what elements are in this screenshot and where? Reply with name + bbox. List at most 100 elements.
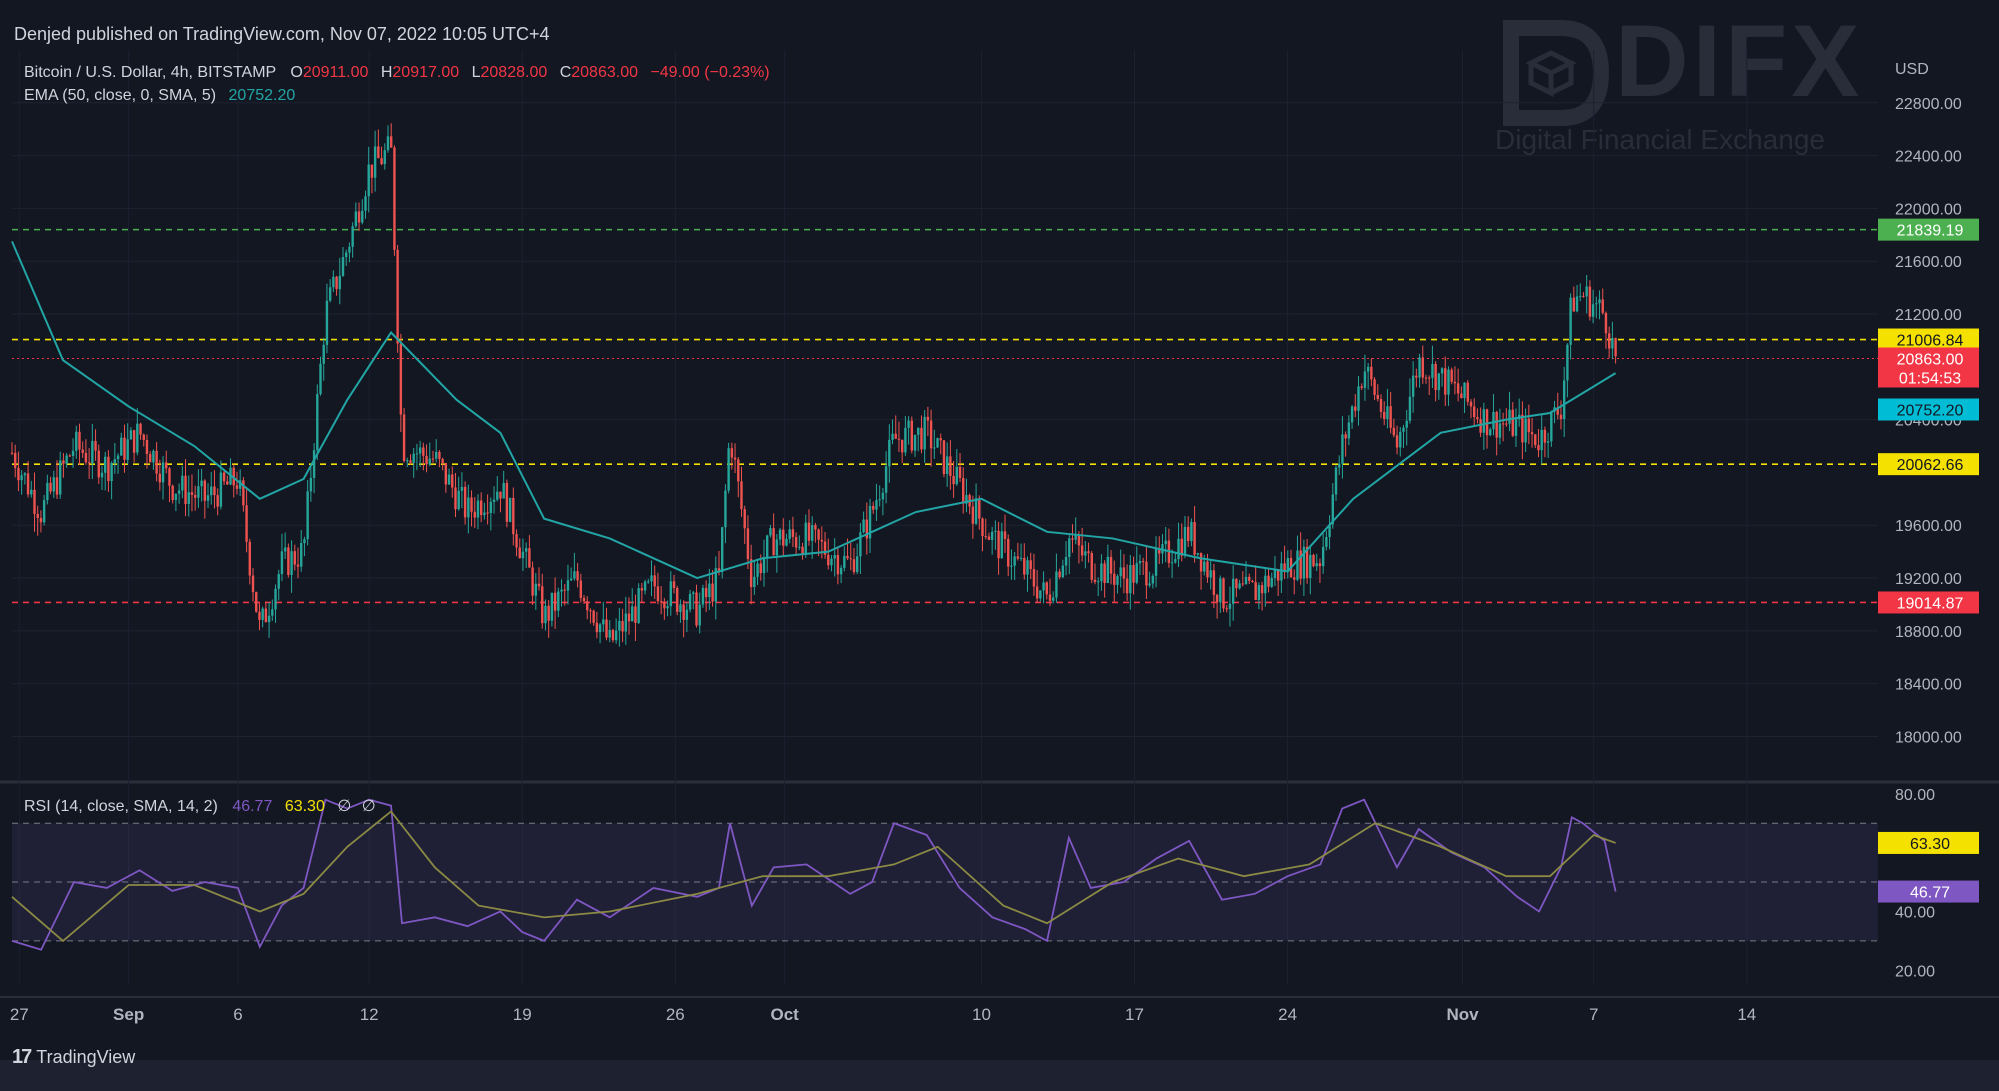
candle-body — [1132, 565, 1135, 583]
candle-body — [676, 587, 679, 612]
price-tick-label: 18400.00 — [1895, 677, 1962, 694]
candle-body — [1540, 429, 1543, 451]
candle-body — [1148, 583, 1151, 586]
chart-svg[interactable]: 22800.00 22400.00 22000.00 21600.00 21200.00… — [0, 0, 1999, 1060]
rsi-tick-label: 40.00 — [1895, 904, 1935, 921]
candle-body — [55, 477, 59, 495]
candle-body — [907, 420, 910, 428]
candle-body — [981, 518, 984, 537]
candle-body — [1341, 434, 1344, 464]
candle-body — [200, 480, 203, 487]
price-tick-label: 21600.00 — [1895, 254, 1962, 271]
candle-body — [354, 211, 358, 227]
candle-body — [216, 495, 219, 507]
candle-body — [1579, 295, 1582, 297]
candle-body — [242, 480, 245, 506]
candle-body — [1440, 368, 1444, 374]
candle-body — [1550, 411, 1553, 442]
candle-body — [1559, 414, 1563, 420]
candle-body — [1498, 423, 1502, 438]
time-tick-label: 7 — [1589, 1005, 1598, 1024]
rsi-pane — [11, 798, 1878, 951]
candle-body — [322, 344, 325, 364]
candle-body — [390, 136, 393, 148]
time-tick-label: 14 — [1737, 1005, 1756, 1024]
candle-body — [746, 528, 750, 560]
candle-body — [1087, 551, 1090, 554]
candle-body — [852, 559, 856, 573]
candle-body — [245, 505, 248, 542]
candle-body — [659, 601, 663, 603]
candle-body — [483, 512, 486, 516]
candle-body — [1203, 561, 1206, 572]
candle-body — [637, 588, 640, 623]
candle-body — [473, 511, 476, 518]
candle-body — [357, 211, 361, 223]
candle-body — [1032, 569, 1036, 587]
candle-body — [36, 513, 39, 519]
candle-body — [367, 164, 370, 197]
candle-body — [614, 630, 618, 641]
candle-body — [348, 246, 351, 253]
candle-body — [1016, 556, 1020, 559]
candle-body — [1077, 535, 1081, 546]
candle-body — [814, 525, 817, 530]
candle-body — [733, 457, 737, 460]
candle-body — [1251, 580, 1254, 583]
candle-body — [206, 495, 210, 501]
legend-line-1: Bitcoin / U.S. Dollar, 4h, BITSTAMP O209… — [24, 64, 770, 81]
rsi-ma-series-line — [11, 810, 1616, 943]
candle-body — [1270, 577, 1273, 587]
candle-body — [1215, 594, 1219, 603]
candle-body — [328, 287, 332, 301]
candle-body — [197, 486, 200, 498]
candle-body — [801, 546, 804, 555]
candle-body — [290, 551, 293, 576]
candle-body — [974, 498, 978, 524]
candle-body — [984, 536, 987, 538]
candle-body — [855, 556, 859, 573]
price-tick-label: 18000.00 — [1895, 729, 1962, 746]
candle-body — [978, 498, 981, 519]
candle-body — [891, 433, 894, 440]
candle-body — [42, 500, 46, 523]
candle-body — [1254, 582, 1257, 601]
candle-body — [428, 458, 431, 465]
candle-body — [859, 532, 862, 557]
candle-body — [698, 604, 701, 626]
candle-body — [296, 564, 300, 567]
candle-body — [364, 196, 367, 211]
candle-body — [1257, 585, 1261, 601]
candle-body — [373, 146, 377, 178]
tradingview-brand[interactable]: 17 TradingView — [12, 1046, 135, 1069]
last-price-tag — [1878, 347, 1979, 388]
candle-body — [634, 606, 637, 623]
candle-body — [168, 468, 171, 486]
candle-body — [1129, 565, 1132, 594]
candle-body — [129, 430, 133, 440]
candle-body — [904, 427, 907, 453]
candle-body — [383, 150, 386, 165]
candle-body — [33, 489, 36, 514]
candle-body — [1505, 423, 1508, 425]
ema-legend-value: 20752.20 — [229, 87, 296, 104]
rsi-value-tag — [1878, 831, 1979, 854]
candle-body — [451, 474, 454, 488]
candle-body — [1495, 411, 1498, 438]
candle-body — [933, 447, 936, 449]
candle-body — [782, 529, 785, 546]
candle-body — [1225, 608, 1228, 610]
candle-body — [721, 527, 724, 573]
candle-body — [576, 571, 579, 581]
candle-body — [248, 541, 252, 576]
candle-body — [1058, 571, 1061, 578]
candle-body — [235, 485, 239, 489]
candle-body — [1199, 553, 1203, 572]
candle-body — [261, 608, 264, 620]
candle-body — [158, 473, 162, 483]
candle-body — [1141, 561, 1145, 563]
candle-body — [380, 158, 383, 165]
candle-body — [210, 486, 213, 496]
time-tick-label: Oct — [770, 1005, 799, 1024]
candle-body — [148, 454, 152, 463]
